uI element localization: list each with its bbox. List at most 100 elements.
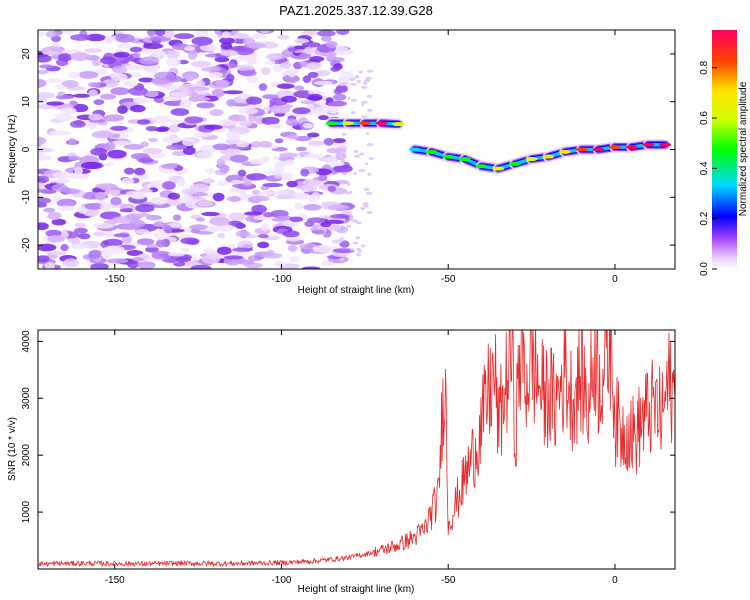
noise-blob [238,107,258,115]
ridge-point [475,164,488,169]
noise-blob [260,223,270,232]
noise-blob [136,238,155,246]
noise-blob [38,175,50,184]
noise-blob [54,84,66,90]
noise-blob [299,243,317,250]
noise-blob [38,182,45,188]
ridge-point [408,147,421,152]
noise-blob [167,192,180,200]
noise-blob [143,43,164,50]
noise-blob [257,241,270,249]
noise-blob [55,95,75,100]
noise-blob [233,37,247,44]
noise-blob [68,155,82,161]
noise-blob [226,133,241,141]
noise-blob [304,220,315,227]
noise-speck [359,152,364,156]
noise-blob [51,183,68,192]
noise-blob [303,204,322,211]
noise-speck [366,69,374,73]
noise-blob [146,65,159,74]
noise-blob [332,248,355,254]
noise-blob [104,36,113,45]
noise-blob [264,235,280,241]
noise-blob [260,67,271,76]
noise-blob [243,211,263,216]
noise-speck [355,221,362,225]
noise-blob [307,71,319,79]
noise-speck [340,159,346,163]
noise-blob [226,99,236,107]
noise-blob [137,119,151,125]
noise-blob [251,33,266,39]
noise-blob [68,244,90,249]
noise-blob [88,250,101,259]
noise-blob [304,153,324,159]
noise-blob [38,255,50,263]
noise-blob [92,60,101,67]
noise-speck [351,111,356,115]
noise-speck [365,162,369,166]
noise-blob [221,31,231,39]
noise-blob [329,214,350,219]
noise-blob [177,198,190,204]
noise-blob [137,157,154,163]
noise-blob [236,64,255,72]
noise-blob [302,75,312,83]
noise-blob [145,126,159,132]
ridge-point [625,145,638,150]
noise-blob [268,105,291,114]
noise-speck [353,150,359,153]
noise-blob [307,195,319,202]
x-tick-label: -100 [271,575,291,586]
noise-blob [209,71,223,79]
noise-blob [300,100,317,105]
noise-blob [279,152,298,159]
noise-blob [212,192,225,202]
noise-blob [189,224,209,231]
noise-blob [300,168,310,177]
noise-blob [211,88,225,98]
ridge-point [642,142,655,147]
x-tick-label: -150 [105,575,125,586]
noise-blob [285,118,299,127]
noise-blob [237,93,250,99]
noise-blob [77,233,91,240]
noise-blob [150,115,172,124]
noise-blob [321,35,332,42]
noise-blob [155,239,166,248]
noise-blob [301,30,319,36]
noise-blob [153,221,166,228]
noise-blob [196,200,214,207]
noise-blob [87,122,96,130]
x-tick-label: -50 [441,575,456,586]
noise-speck [339,257,345,261]
noise-blob [274,173,284,180]
noise-blob [182,138,195,147]
noise-blob [258,191,278,196]
noise-blob [262,182,284,188]
noise-blob [133,167,146,176]
noise-blob [191,36,213,46]
noise-blob [47,211,62,221]
noise-blob [38,222,49,231]
noise-blob [166,57,181,67]
y-tick-label: 4000 [21,330,32,353]
spectrogram-noise-field [38,30,374,269]
noise-blob [239,69,257,77]
noise-blob [257,234,269,239]
noise-blob [84,48,103,53]
noise-blob [152,50,166,57]
noise-blob [300,184,314,193]
noise-blob [246,173,267,181]
noise-blob [110,87,130,96]
noise-blob [127,260,140,269]
noise-blob [91,130,114,139]
noise-blob [246,57,257,66]
noise-blob [154,30,166,36]
ridge-point [392,122,405,127]
snr-panel: -150 -100 -50 0 1000 2000 3000 4000 Height of … [7,329,676,595]
noise-blob [285,159,295,166]
noise-blob [170,92,186,97]
chart-title: PAZ1.2025.337.12.39.G28 [279,3,433,18]
